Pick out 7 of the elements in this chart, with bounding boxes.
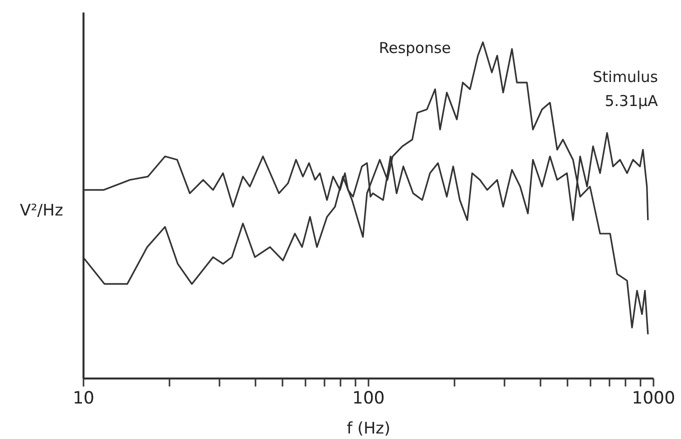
x-tick-label: 1000 <box>632 388 676 408</box>
x-tick-label: 10 <box>72 388 94 408</box>
x-tick-label: 100 <box>352 388 385 408</box>
series-label: Response <box>378 39 451 58</box>
series-label: Stimulus 5.31μA <box>592 68 659 110</box>
x-axis-title: f (Hz) <box>346 418 390 438</box>
y-axis-title: V²/Hz <box>20 200 64 220</box>
